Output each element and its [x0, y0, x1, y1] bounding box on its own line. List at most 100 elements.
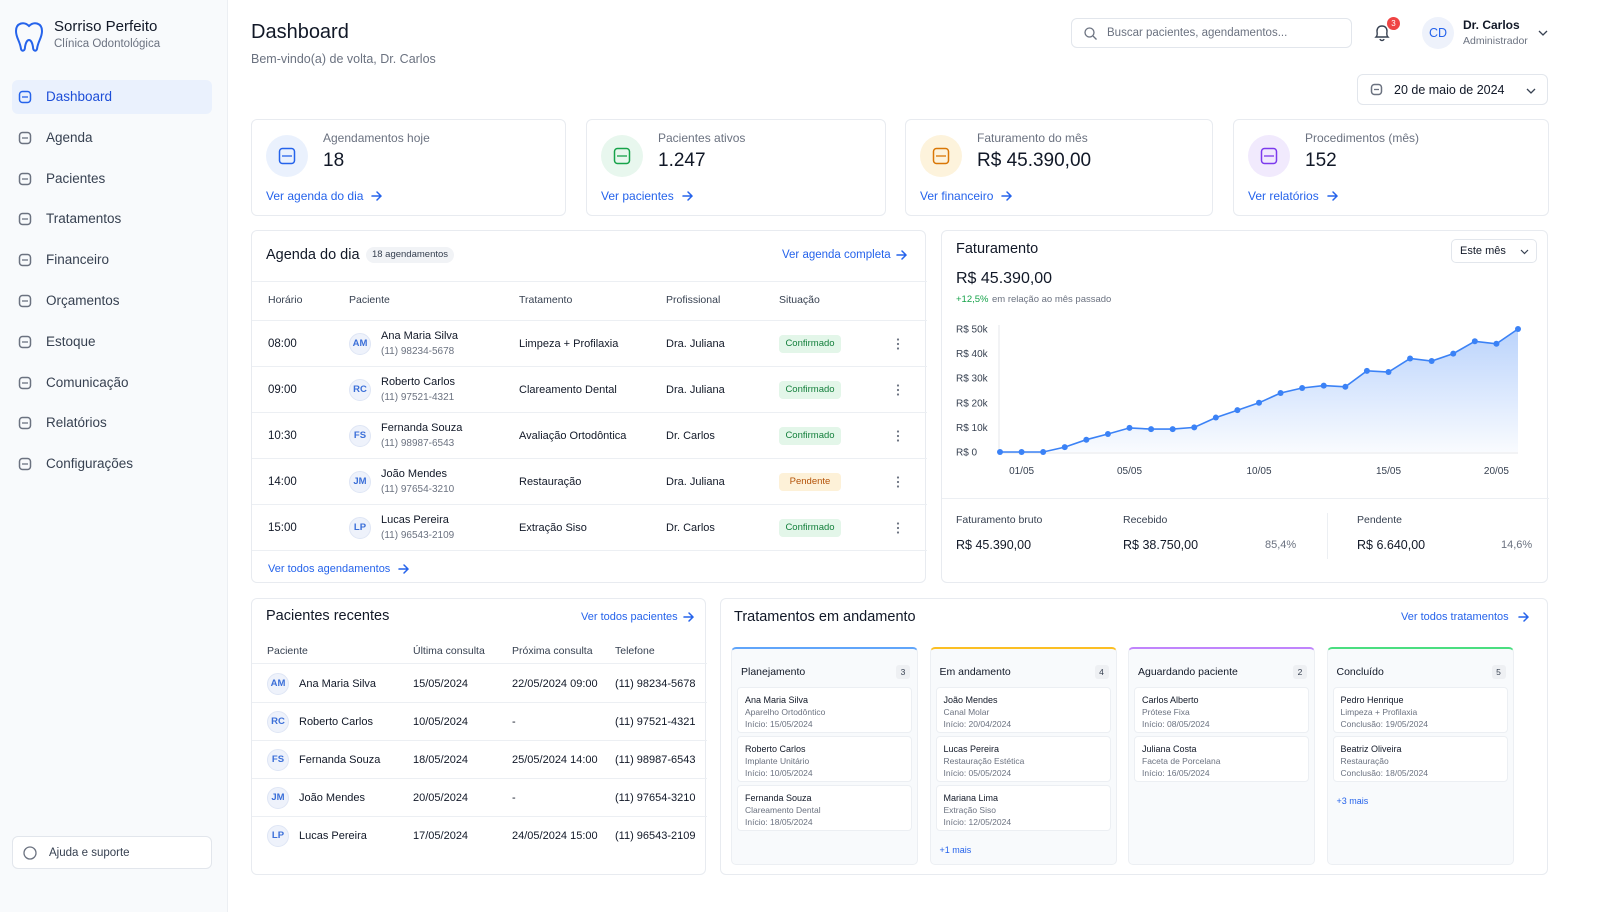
avatar: LP [349, 517, 371, 539]
arrow-shape [371, 191, 383, 201]
menu-item[interactable]: Orçamentos [12, 284, 212, 318]
card-name: Ana Maria Silva [745, 695, 809, 705]
icon-shape [18, 457, 32, 471]
card-name: Roberto Carlos [745, 744, 806, 754]
menu-label: Financeiro [46, 252, 110, 268]
avatar-initials: RC [271, 716, 285, 727]
period-select[interactable]: Este mês [1451, 239, 1537, 263]
period-label: Este mês [1460, 245, 1506, 257]
row-menu [896, 338, 900, 350]
data-point [1083, 436, 1090, 443]
patient-phone: (11) 98987-6543 [381, 438, 455, 449]
menu-label: Comunicação [46, 374, 129, 390]
help-label: Ajuda e suporte [49, 847, 130, 859]
treatment-card[interactable]: João Mendes Canal Molar Início: 20/04/2024 [935, 687, 1111, 733]
stat-link[interactable]: Ver financeiro [920, 189, 994, 203]
card-detail: Extração Siso [943, 805, 996, 815]
stat-link[interactable]: Ver agenda do dia [266, 189, 364, 203]
column-count-text: 4 [1099, 667, 1104, 677]
menu-item[interactable]: Configurações [12, 447, 212, 481]
avatar-initials: FS [271, 754, 285, 765]
treatments-link[interactable]: Ver todos tratamentos [1401, 611, 1509, 623]
date-picker[interactable]: 20 de maio de 2024 [1357, 74, 1548, 105]
agenda-footer-link[interactable]: Ver todos agendamentos [268, 563, 391, 575]
revenue-area [1000, 329, 1518, 452]
revenue-chart: R$ 0 R$ 10k R$ 20k R$ 30k R$ 40k R$ 50k 01/05 0… [956, 325, 1521, 477]
column-title: Planejamento [741, 666, 806, 678]
notification-badge[interactable]: 3 [1387, 17, 1400, 30]
more-link[interactable]: +3 mais [1336, 796, 1369, 806]
icon [18, 376, 32, 389]
recent-panel: Pacientes recentes Ver todos pacientes Pac… [251, 598, 707, 875]
x-tick-label: 05/05 [1117, 466, 1142, 477]
stat-label: Faturamento do mês [977, 131, 1088, 145]
menu-item[interactable]: Financeiro [12, 243, 212, 277]
arrow-shape [682, 191, 694, 201]
menu-item[interactable]: Agenda [12, 121, 212, 155]
patient-name: Fernanda Souza [381, 422, 463, 434]
stat-link[interactable]: Ver pacientes [601, 189, 674, 203]
treatment-card[interactable]: Ana Maria Silva Aparelho Ortodôntico Iníci… [737, 687, 912, 733]
treatment-card[interactable]: Fernanda Souza Clareamento Dental Início: … [737, 785, 912, 831]
treatment-card[interactable]: Beatriz Oliveira Restauração Conclusão: 18… [1332, 736, 1508, 782]
card-detail: Prótese Fixa [1142, 707, 1190, 717]
treatment-card[interactable]: Juliana Costa Faceta de Porcelana Início: … [1134, 736, 1309, 782]
menu-dot [896, 439, 900, 442]
avatar-initials: JM [353, 476, 367, 487]
arrow-icon [1518, 612, 1530, 622]
user-name: Dr. Carlos [1463, 18, 1520, 32]
chevron-shape [1526, 88, 1536, 94]
menu-label: Agenda [46, 129, 93, 145]
divider [942, 498, 1549, 499]
divider [252, 816, 707, 817]
menu-dot [896, 434, 900, 438]
revenue-panel: Faturamento Este mês R$ 45.390,00 +12,5% em … [941, 230, 1549, 583]
icon-shape [1370, 83, 1383, 96]
arrow-icon [682, 191, 694, 201]
menu-item[interactable]: Tratamentos [12, 202, 212, 236]
y-tick-label: R$ 40k [956, 349, 989, 360]
menu-item[interactable]: Dashboard [12, 80, 212, 114]
x-tick-label: 20/05 [1484, 466, 1509, 477]
card-detail: Clareamento Dental [745, 805, 821, 815]
card-date: Início: 12/05/2024 [943, 817, 1012, 827]
menu-item[interactable]: Estoque [12, 325, 212, 359]
data-point [1256, 399, 1262, 406]
icon-shape [18, 376, 32, 389]
stat-link[interactable]: Ver relatórios [1248, 189, 1319, 203]
avatar: RC [349, 379, 371, 401]
menu-dot [896, 338, 900, 341]
status-text: Pendente [789, 476, 831, 487]
treatment-card[interactable]: Mariana Lima Extração Siso Início: 12/05/2… [935, 785, 1111, 831]
avatar: JM [267, 787, 289, 809]
column-title: Em andamento [939, 666, 1011, 678]
user-avatar[interactable]: CD [1422, 17, 1454, 49]
help-button[interactable]: Ajuda e suporte [12, 836, 212, 869]
treatment-card[interactable]: Carlos Alberto Prótese Fixa Início: 08/05/… [1134, 687, 1309, 733]
menu-item[interactable]: Comunicação [12, 366, 212, 400]
icon-shape [1260, 147, 1278, 165]
treatment: Clareamento Dental [519, 384, 617, 396]
column-title: Concluído [1336, 666, 1384, 678]
treatment-card[interactable]: Pedro Henrique Limpeza + Profilaxia Conclu… [1332, 687, 1508, 733]
card-date: Início: 08/05/2024 [1142, 719, 1210, 729]
summary-label: Faturamento bruto [956, 514, 1043, 526]
icon-shape [278, 147, 296, 165]
treatment-card[interactable]: Roberto Carlos Implante Unitário Início: 1… [737, 736, 912, 782]
divider [252, 320, 927, 321]
stat-icon [920, 135, 962, 177]
menu-label: Configurações [46, 456, 134, 472]
y-tick-label: R$ 20k [956, 398, 989, 409]
last-visit: 18/05/2024 [413, 754, 469, 766]
more-link[interactable]: +1 mais [939, 845, 972, 855]
agenda-link[interactable]: Ver agenda completa [782, 249, 891, 261]
column-count-text: 3 [900, 667, 906, 677]
status-text: Confirmado [785, 338, 835, 349]
treatment-card[interactable]: Lucas Pereira Restauração Estética Início:… [935, 736, 1111, 782]
menu-item[interactable]: Relatórios [12, 406, 212, 440]
search-box[interactable]: Buscar pacientes, agendamentos... [1071, 18, 1352, 48]
menu-item[interactable]: Pacientes [12, 162, 212, 196]
data-point [1493, 340, 1500, 347]
appointment-time: 09:00 [268, 384, 297, 396]
recent-link[interactable]: Ver todos pacientes [581, 611, 678, 623]
